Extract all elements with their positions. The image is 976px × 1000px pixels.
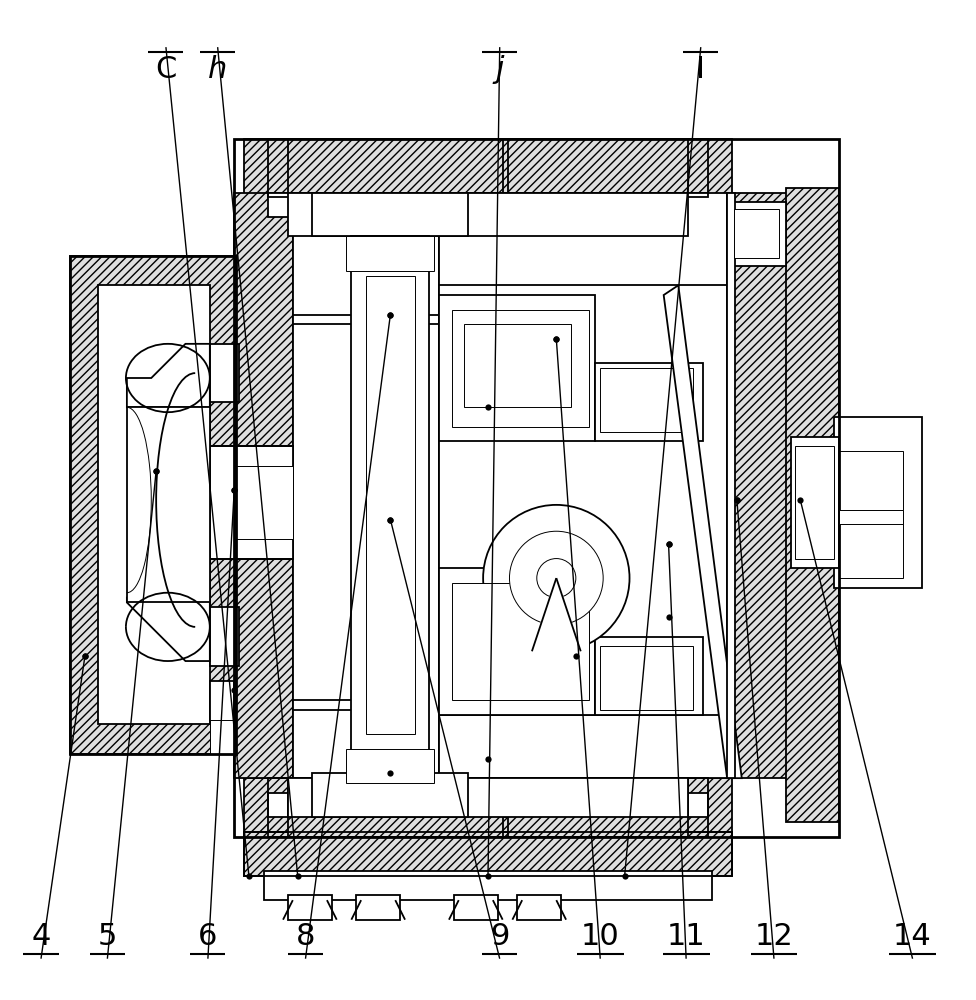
Bar bbox=[600, 368, 693, 432]
Bar bbox=[346, 749, 434, 783]
Text: 14: 14 bbox=[893, 922, 932, 951]
Bar bbox=[839, 520, 903, 578]
Bar bbox=[508, 778, 688, 837]
Bar bbox=[351, 236, 429, 773]
Bar bbox=[517, 895, 561, 920]
Bar bbox=[366, 276, 415, 734]
Bar bbox=[210, 607, 239, 666]
Bar bbox=[727, 193, 791, 778]
Text: 11: 11 bbox=[667, 922, 706, 951]
Bar bbox=[791, 437, 839, 568]
Bar bbox=[268, 778, 708, 837]
Bar bbox=[595, 363, 703, 441]
Polygon shape bbox=[664, 285, 742, 778]
Bar bbox=[127, 407, 210, 602]
Circle shape bbox=[537, 559, 576, 598]
Bar bbox=[288, 193, 688, 236]
Bar bbox=[210, 681, 234, 724]
Bar bbox=[244, 778, 732, 837]
Bar bbox=[834, 417, 922, 588]
Bar bbox=[839, 510, 903, 524]
Bar bbox=[234, 466, 293, 539]
Bar bbox=[210, 344, 239, 402]
Polygon shape bbox=[127, 598, 210, 661]
Bar bbox=[795, 446, 834, 559]
Text: I: I bbox=[696, 55, 706, 84]
Bar bbox=[288, 895, 332, 920]
Bar bbox=[734, 209, 779, 258]
Bar bbox=[268, 139, 708, 197]
Bar bbox=[268, 793, 708, 817]
Text: j: j bbox=[496, 55, 504, 84]
Bar bbox=[268, 193, 708, 217]
Bar bbox=[439, 295, 595, 441]
Circle shape bbox=[483, 505, 630, 651]
Polygon shape bbox=[127, 344, 210, 407]
Text: 6: 6 bbox=[198, 922, 218, 951]
Bar bbox=[439, 285, 727, 715]
Bar bbox=[244, 832, 732, 876]
Text: 10: 10 bbox=[581, 922, 620, 951]
Text: 4: 4 bbox=[31, 922, 51, 951]
Bar bbox=[346, 236, 434, 271]
Bar bbox=[439, 193, 727, 778]
Bar bbox=[210, 446, 293, 559]
Bar bbox=[356, 895, 400, 920]
Bar bbox=[452, 583, 589, 700]
Bar bbox=[786, 188, 839, 822]
Bar bbox=[727, 193, 735, 778]
Text: 5: 5 bbox=[98, 922, 117, 951]
Text: C: C bbox=[155, 55, 177, 84]
Text: h: h bbox=[208, 55, 227, 84]
Text: 9: 9 bbox=[490, 922, 509, 951]
Bar bbox=[293, 193, 439, 778]
Bar bbox=[288, 778, 503, 837]
Bar bbox=[452, 310, 589, 427]
Bar bbox=[264, 871, 712, 900]
Text: 8: 8 bbox=[296, 922, 315, 951]
Bar bbox=[234, 139, 839, 837]
Bar bbox=[98, 285, 210, 724]
Bar bbox=[234, 193, 293, 778]
Bar bbox=[464, 324, 571, 407]
Bar bbox=[244, 832, 732, 876]
Bar bbox=[439, 568, 595, 715]
Bar bbox=[454, 895, 498, 920]
Polygon shape bbox=[532, 578, 581, 651]
Bar bbox=[288, 778, 688, 817]
Bar bbox=[727, 202, 786, 266]
Bar bbox=[508, 139, 688, 193]
Bar bbox=[595, 637, 703, 715]
Bar bbox=[244, 139, 732, 197]
Bar bbox=[70, 256, 236, 754]
Bar bbox=[600, 646, 693, 710]
Circle shape bbox=[509, 531, 603, 625]
Bar bbox=[312, 193, 468, 236]
Bar bbox=[70, 256, 236, 754]
Bar bbox=[210, 720, 234, 754]
Bar bbox=[288, 139, 503, 193]
Bar bbox=[839, 451, 903, 510]
Bar bbox=[312, 773, 468, 817]
Text: 12: 12 bbox=[754, 922, 793, 951]
